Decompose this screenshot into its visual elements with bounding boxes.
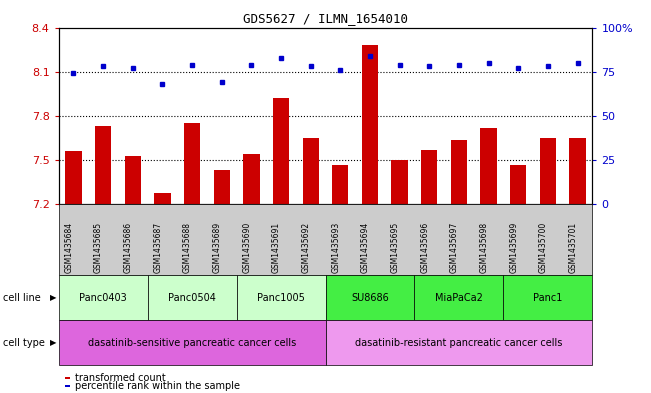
Text: GSM1435694: GSM1435694 (361, 222, 370, 273)
Text: Panc0403: Panc0403 (79, 293, 127, 303)
Text: GSM1435692: GSM1435692 (301, 222, 311, 273)
Text: ▶: ▶ (50, 338, 57, 347)
Text: dasatinib-resistant pancreatic cancer cells: dasatinib-resistant pancreatic cancer ce… (355, 338, 562, 348)
Text: GSM1435690: GSM1435690 (242, 222, 251, 273)
Text: MiaPaCa2: MiaPaCa2 (435, 293, 483, 303)
Text: percentile rank within the sample: percentile rank within the sample (75, 381, 240, 391)
Bar (214, 171, 230, 204)
Text: GSM1435695: GSM1435695 (391, 222, 400, 273)
Text: ▶: ▶ (50, 293, 57, 302)
Text: GSM1435684: GSM1435684 (64, 222, 74, 273)
Text: Panc0504: Panc0504 (168, 293, 216, 303)
Text: transformed count: transformed count (75, 373, 165, 383)
Text: SU8686: SU8686 (351, 293, 389, 303)
Text: GDS5627 / ILMN_1654010: GDS5627 / ILMN_1654010 (243, 12, 408, 25)
Bar (124, 156, 141, 204)
Text: dasatinib-sensitive pancreatic cancer cells: dasatinib-sensitive pancreatic cancer ce… (88, 338, 296, 348)
Bar (243, 154, 260, 204)
Bar (154, 193, 171, 204)
Text: GSM1435699: GSM1435699 (509, 222, 518, 273)
Bar (362, 45, 378, 204)
Text: GSM1435700: GSM1435700 (539, 222, 548, 273)
Text: GSM1435685: GSM1435685 (94, 222, 103, 273)
Text: GSM1435689: GSM1435689 (213, 222, 222, 273)
Bar (421, 150, 437, 204)
Bar (273, 98, 289, 204)
Text: GSM1435701: GSM1435701 (568, 222, 577, 273)
Bar (540, 138, 556, 204)
Text: GSM1435697: GSM1435697 (450, 222, 459, 273)
Bar (65, 151, 81, 204)
Bar (480, 128, 497, 204)
Bar (332, 165, 348, 204)
Bar (391, 160, 408, 204)
Bar (450, 140, 467, 204)
Text: GSM1435693: GSM1435693 (331, 222, 340, 273)
Bar (184, 123, 201, 204)
Text: GSM1435688: GSM1435688 (183, 222, 192, 273)
Text: GSM1435687: GSM1435687 (154, 222, 162, 273)
Text: cell type: cell type (3, 338, 45, 348)
Text: GSM1435686: GSM1435686 (124, 222, 133, 273)
Text: GSM1435691: GSM1435691 (272, 222, 281, 273)
Text: Panc1: Panc1 (533, 293, 562, 303)
Bar (95, 126, 111, 204)
Bar (570, 138, 586, 204)
Text: cell line: cell line (3, 293, 41, 303)
Bar (303, 138, 319, 204)
Text: GSM1435696: GSM1435696 (421, 222, 429, 273)
Bar (510, 165, 527, 204)
Text: GSM1435698: GSM1435698 (480, 222, 489, 273)
Text: Panc1005: Panc1005 (257, 293, 305, 303)
